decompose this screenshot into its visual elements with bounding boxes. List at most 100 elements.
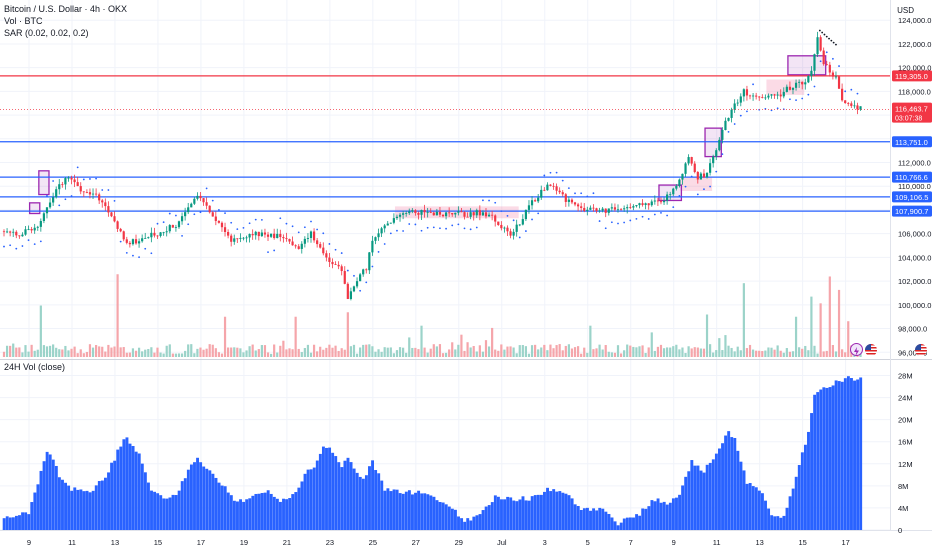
candle: [227, 231, 230, 236]
candle: [755, 95, 758, 97]
volume-bar: [736, 346, 739, 357]
volume-bar: [223, 316, 227, 357]
volume-24h-bar: [463, 521, 467, 530]
candle: [509, 231, 512, 236]
volume-bar: [751, 349, 755, 357]
volume-24h-bar: [472, 516, 476, 530]
highlight-box: [680, 176, 713, 191]
volume-24h-bar: [131, 446, 135, 530]
volume-24h-bar: [5, 516, 9, 530]
volume-bar: [177, 353, 181, 357]
volume-bar: [236, 347, 239, 357]
candle: [263, 232, 267, 235]
time-tick-label: 21: [283, 538, 291, 547]
candle: [469, 212, 472, 217]
volume-24h-bar: [702, 472, 706, 530]
candle: [484, 212, 488, 217]
volume-bar: [48, 345, 52, 357]
candle: [558, 190, 561, 193]
candle: [187, 207, 190, 213]
volume-24h-bar: [549, 491, 553, 530]
sar-dot: [752, 83, 754, 86]
candle: [576, 204, 580, 207]
candle: [693, 163, 696, 173]
candle: [610, 207, 613, 209]
volume-24h-bar: [383, 490, 387, 530]
time-tick-label: 19: [240, 538, 248, 547]
volume-24h-bar: [619, 522, 623, 530]
volume-bar: [211, 344, 214, 357]
volume-24h-bar: [73, 487, 77, 530]
volume-bar: [758, 350, 761, 357]
volume-bar: [558, 344, 561, 357]
sar-dot: [828, 37, 830, 40]
volume-24h-bar: [337, 462, 341, 530]
candle: [276, 233, 279, 239]
sar-dot: [586, 195, 589, 198]
volume-24h-bar: [543, 491, 546, 530]
volume-bar: [438, 344, 442, 357]
volume-bar: [506, 346, 509, 357]
candle: [497, 221, 500, 225]
candle: [494, 215, 497, 222]
volume-24h-bar: [364, 475, 368, 530]
sar-dot: [187, 223, 190, 226]
volume-bar: [804, 345, 807, 357]
volume-24h-bar: [343, 460, 347, 530]
sar-dot: [592, 192, 595, 195]
candle: [580, 206, 583, 208]
sar-dot: [789, 98, 791, 101]
volume-bar: [457, 344, 460, 357]
candle: [785, 86, 788, 92]
sar-dot: [371, 265, 374, 268]
volume-24h-bar: [174, 495, 178, 530]
candle: [675, 185, 678, 189]
candle: [33, 227, 36, 231]
volume-bar: [156, 347, 159, 357]
volume-24h-bar: [199, 462, 203, 530]
volume-24h-bar: [279, 501, 282, 530]
us-flag-icon[interactable]: [915, 343, 927, 356]
volume-bar: [653, 350, 656, 357]
volume-bar: [392, 353, 395, 357]
candle: [463, 212, 466, 217]
volume-bar: [220, 353, 224, 357]
volume-bar: [567, 344, 570, 357]
volume-bar: [331, 347, 334, 357]
candle: [322, 247, 325, 254]
volume-bar: [417, 349, 420, 357]
volume-24h-bar: [500, 499, 503, 530]
sar-dot: [463, 227, 466, 230]
sar-dot: [825, 35, 828, 38]
volume-bar: [444, 352, 448, 357]
candle: [561, 192, 564, 195]
countdown-label: 03:07:38: [895, 116, 922, 123]
lightning-icon[interactable]: [850, 343, 863, 356]
candle: [5, 231, 9, 233]
volume-bar: [822, 351, 825, 357]
volume-24h-bar: [788, 496, 792, 530]
volume-24h-bar: [825, 387, 829, 530]
volume-24h-bar: [297, 487, 301, 530]
volume-bar: [616, 345, 620, 357]
time-tick-label: 9: [27, 538, 31, 547]
volume-24h-bar: [285, 499, 289, 530]
volume-24h-bar: [506, 496, 510, 530]
price-tick-label: 124,000.0: [898, 16, 931, 25]
sar-dot: [432, 226, 435, 229]
candle: [644, 203, 647, 205]
candle: [583, 207, 586, 211]
volume-24h-bar: [361, 478, 365, 530]
volume-24h-bar: [202, 466, 206, 530]
volume-24h-bar: [656, 498, 660, 530]
volume-24h-bar: [460, 518, 464, 530]
volume-bar: [76, 353, 79, 357]
volume-bar: [202, 349, 205, 357]
volume-bar: [497, 350, 500, 357]
volume-bar: [794, 316, 798, 357]
volume-bar: [27, 351, 30, 357]
us-flag-icon[interactable]: [865, 343, 877, 356]
volume-24h-bar: [171, 494, 175, 530]
candle: [395, 216, 399, 219]
